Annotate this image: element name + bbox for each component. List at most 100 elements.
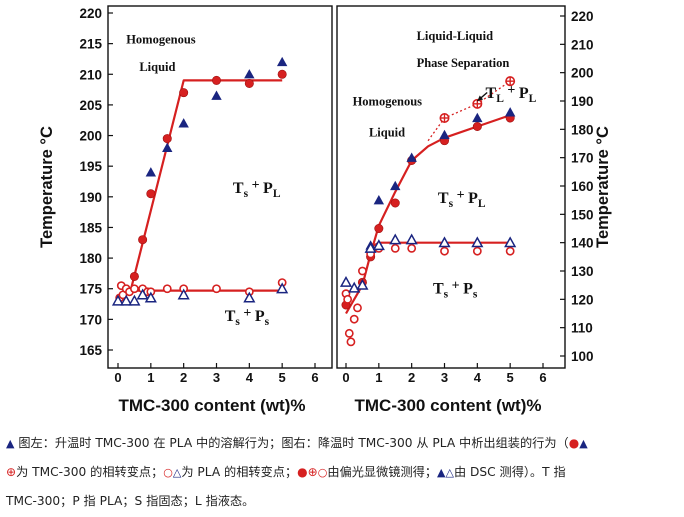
x-tick-label: 1 <box>147 370 154 385</box>
data-point-open-circle <box>130 284 139 294</box>
phase-label: Ts + Ps <box>225 306 270 328</box>
y-tick-label: 195 <box>79 159 102 174</box>
crossed-circle-icon: ⊕ <box>307 465 318 479</box>
y-tick-label: 210 <box>79 67 102 82</box>
phase-label-part: P <box>463 281 473 298</box>
y-tick-label: 210 <box>571 37 594 52</box>
chart-right: 0 1 2 3 4 5 6 100 110 120 130 140 150 160 170 180 190 200… <box>336 5 612 415</box>
data-point-filled-triangle <box>276 56 288 67</box>
phase-label: Ts + PL <box>438 188 486 210</box>
y-tick-label: 215 <box>79 37 102 52</box>
data-point-open-triangle <box>356 278 369 290</box>
y-tick-label: 185 <box>79 220 102 235</box>
data-point-filled-circle <box>390 198 400 208</box>
data-point-filled-triangle <box>439 129 450 140</box>
phase-label-part: T <box>486 85 497 102</box>
data-point-open-circle <box>472 246 482 256</box>
x-tick-label: 5 <box>507 370 514 385</box>
x-tick-label: 2 <box>180 370 187 385</box>
data-point-open-circle <box>212 284 221 294</box>
x-tick-label: 3 <box>213 370 220 385</box>
x-tick-label: 6 <box>311 370 318 385</box>
phase-label-part: P <box>468 190 478 207</box>
data-point-open-circle <box>390 243 400 253</box>
data-point-open-triangle <box>177 288 190 300</box>
region-label: Homogenous <box>353 94 423 108</box>
data-point-filled-circle <box>138 235 148 245</box>
y-tick-label: 160 <box>571 179 594 194</box>
filled-circle-icon: ● <box>568 436 580 450</box>
filled-triangle-icon: ▲ <box>437 466 446 479</box>
data-point-crossed-circle <box>505 76 516 87</box>
x-tick-label: 3 <box>441 370 448 385</box>
data-point-open-circle <box>349 314 359 324</box>
x-tick-label: 4 <box>246 370 254 385</box>
phase-label-part: + <box>453 188 468 203</box>
caption-text-2d: 由 DSC 测得）。T 指 <box>453 465 566 479</box>
dotted-line <box>427 80 511 142</box>
data-point-open-triangle <box>348 281 361 293</box>
data-point-open-triangle <box>111 294 125 306</box>
data-point-open-circle <box>162 284 172 294</box>
phase-label-part: T <box>438 190 449 207</box>
phase-label-part: P <box>263 180 273 197</box>
x-tick-label: 6 <box>539 370 546 385</box>
y-tick-label: 200 <box>79 129 102 144</box>
filled-triangle-icon: ▲ <box>579 437 588 450</box>
filled-triangle-icon: ▲ <box>6 437 15 450</box>
phase-label-part: P <box>255 308 265 325</box>
data-point-filled-circle <box>472 122 482 132</box>
phase-label-part: P <box>519 85 529 102</box>
data-point-open-circle <box>343 294 353 304</box>
open-triangle-icon: △ <box>445 466 454 479</box>
crossed-circle-icon: ⊕ <box>6 465 17 479</box>
data-point-open-triangle <box>504 236 517 248</box>
phase-label: Ts + Ps <box>433 279 478 301</box>
y-tick-label: 100 <box>571 349 594 364</box>
data-point-filled-triangle <box>373 194 385 205</box>
data-point-filled-triangle <box>406 152 417 162</box>
y-tick-label: 200 <box>571 66 594 81</box>
open-triangle-icon: △ <box>172 466 182 479</box>
data-point-open-circle <box>358 266 367 276</box>
figure-caption: ▲ 图左：升温时 TMC-300 在 PLA 中的溶解行为；图右：降温时 TMC… <box>6 429 678 516</box>
data-point-filled-circle <box>179 88 189 98</box>
data-point-filled-triangle <box>162 142 173 152</box>
region-label: Phase Separation <box>417 56 510 70</box>
y-tick-label: 190 <box>79 190 102 205</box>
y-tick-label: 220 <box>571 9 594 24</box>
y-tick-label: 180 <box>79 251 102 266</box>
y-tick-label: 170 <box>79 312 102 327</box>
x-tick-label: 0 <box>342 370 349 385</box>
caption-line-1: ▲ 图左：升温时 TMC-300 在 PLA 中的溶解行为；图右：降温时 TMC… <box>6 429 678 458</box>
data-point-filled-triangle <box>472 112 483 123</box>
plot-frame <box>107 5 333 369</box>
data-point-filled-circle <box>162 134 172 144</box>
caption-text-3: TMC-300；P 指 PLA；S 指固态；L 指液态。 <box>6 494 255 508</box>
caption-text-1: 图左：升温时 TMC-300 在 PLA 中的溶解行为；图右：降温时 TMC-3… <box>18 436 569 450</box>
y-tick-label: 170 <box>571 151 594 166</box>
phase-label-part: T <box>433 281 444 298</box>
data-point-filled-triangle <box>145 167 157 177</box>
region-label: Liquid-Liquid <box>417 29 493 43</box>
data-point-open-triangle <box>405 233 418 245</box>
data-point-filled-triangle <box>390 180 401 191</box>
phase-label-part: L <box>529 93 537 105</box>
data-point-open-triangle <box>339 275 353 287</box>
caption-line-2: ⊕为 TMC-300 的相转变点；○△为 PLA 的相转变点；●⊕○由偏光显微镜… <box>6 458 678 487</box>
y-tick-label: 175 <box>79 282 102 297</box>
data-point-open-triangle <box>120 294 133 306</box>
open-circle-icon: ○ <box>317 466 328 479</box>
x-tick-label: 5 <box>279 370 286 385</box>
data-point-open-circle <box>440 246 449 256</box>
plot-frame <box>336 5 566 369</box>
data-point-crossed-circle <box>472 98 483 109</box>
phase-label-part: s <box>449 198 454 210</box>
region-label: Liquid <box>139 60 175 74</box>
phase-label-part: + <box>504 83 519 98</box>
data-point-filled-triangle <box>504 107 516 117</box>
caption-text-2a: 为 TMC-300 的相转变点； <box>16 465 164 479</box>
x-axis-label: TMC-300 content (wt)% <box>119 396 306 415</box>
data-point-filled-circle <box>212 75 222 85</box>
y-axis-label: Temperature °C <box>38 126 56 248</box>
